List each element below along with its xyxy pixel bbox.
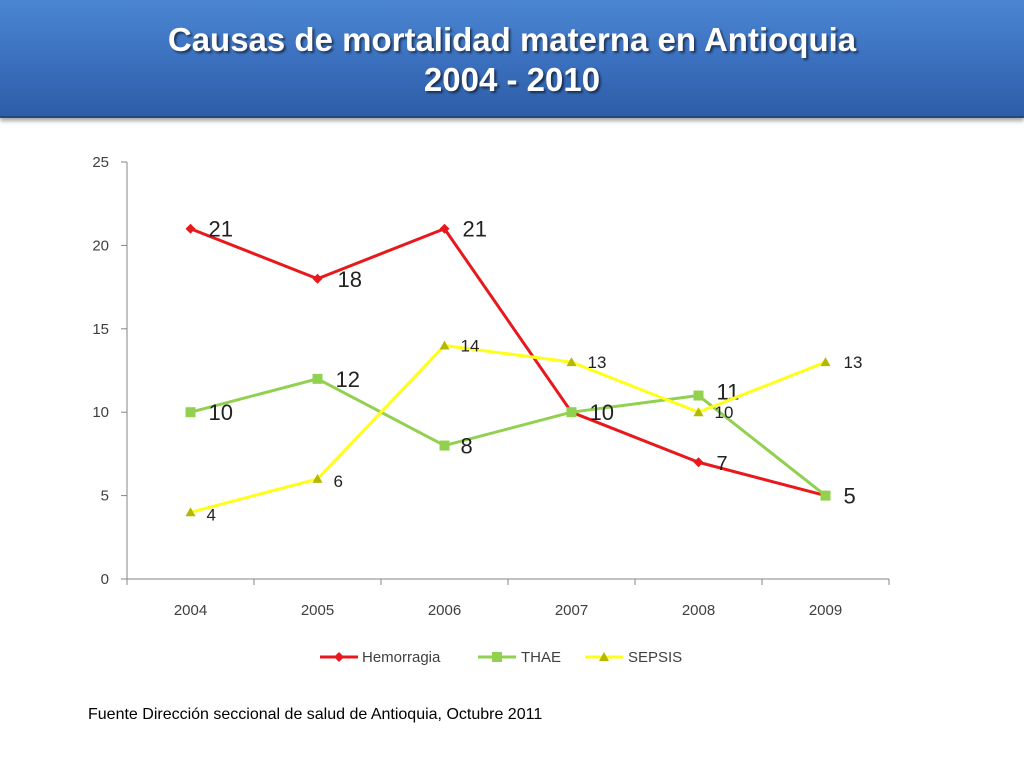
x-tick-label: 2006: [428, 602, 461, 619]
data-label: 12: [336, 367, 360, 392]
data-point-marker: [312, 373, 323, 384]
data-point-marker: [439, 440, 450, 451]
series-line: [189, 227, 826, 498]
data-label: 10: [209, 400, 233, 425]
data-point-marker: [185, 223, 196, 234]
data-point-marker: [439, 340, 450, 350]
data-point-marker: [312, 473, 323, 483]
data-label: 18: [338, 267, 362, 292]
y-tick-label: 0: [101, 571, 109, 588]
data-point-marker: [820, 357, 831, 367]
title-line-1: Causas de mortalidad materna en Antioqui…: [167, 21, 857, 58]
series-sepsis: 4 6 14 13 10 13: [185, 336, 863, 524]
legend-item-sepsis: SEPSIS: [585, 649, 682, 666]
data-point-marker: [566, 357, 577, 367]
data-label: 10: [715, 403, 734, 422]
y-tick-label: 10: [92, 404, 109, 421]
title-bar: [0, 0, 1024, 118]
data-label: 21: [463, 217, 487, 242]
legend-label: THAE: [521, 649, 561, 666]
legend-marker: [599, 652, 609, 661]
data-label: 4: [207, 505, 216, 524]
legend-item-thae: THAE: [478, 649, 561, 666]
series-line: [190, 377, 827, 497]
source-note: Fuente Dirección seccional de salud de A…: [88, 706, 543, 723]
data-label: 14: [461, 336, 480, 355]
data-label: 5: [844, 484, 856, 509]
legend-label: SEPSIS: [628, 649, 682, 666]
x-tick-label: 2004: [174, 602, 207, 619]
data-point-marker: [566, 407, 577, 418]
data-label: 6: [334, 472, 343, 491]
series-line: [190, 343, 827, 514]
data-label: 10: [590, 400, 614, 425]
data-point-marker: [693, 457, 704, 468]
y-tick-label: 25: [92, 154, 109, 171]
y-tick-label: 15: [92, 321, 109, 338]
data-label: 7: [717, 453, 728, 475]
legend-marker: [492, 652, 502, 662]
slide-title: Causas de mortalidad materna en Antioqui…: [0, 20, 1024, 100]
x-tick-label: 2005: [301, 602, 334, 619]
legend-item-hemorragia: Hemorragia: [320, 649, 441, 666]
legend-label: Hemorragia: [362, 649, 441, 666]
data-point-marker: [185, 407, 196, 418]
legend-marker: [334, 652, 344, 662]
x-tick-label: 2008: [682, 602, 715, 619]
series-hemorragia: 21 18 21 7: [185, 217, 831, 501]
data-point-marker: [312, 273, 323, 284]
data-point-marker: [693, 407, 704, 417]
x-tick-label: 2009: [809, 602, 842, 619]
data-label: 13: [844, 353, 863, 372]
data-label: 13: [588, 353, 607, 372]
y-tick-label: 5: [101, 488, 109, 505]
data-point-marker: [439, 223, 450, 234]
data-point-marker: [185, 507, 196, 517]
data-point-marker: [693, 390, 704, 401]
data-label: 21: [209, 217, 233, 242]
title-line-2: 2004 - 2010: [423, 61, 601, 98]
y-tick-label: 20: [92, 237, 109, 254]
data-label: 8: [461, 434, 473, 459]
data-point-marker: [820, 490, 831, 501]
x-tick-label: 2007: [555, 602, 588, 619]
